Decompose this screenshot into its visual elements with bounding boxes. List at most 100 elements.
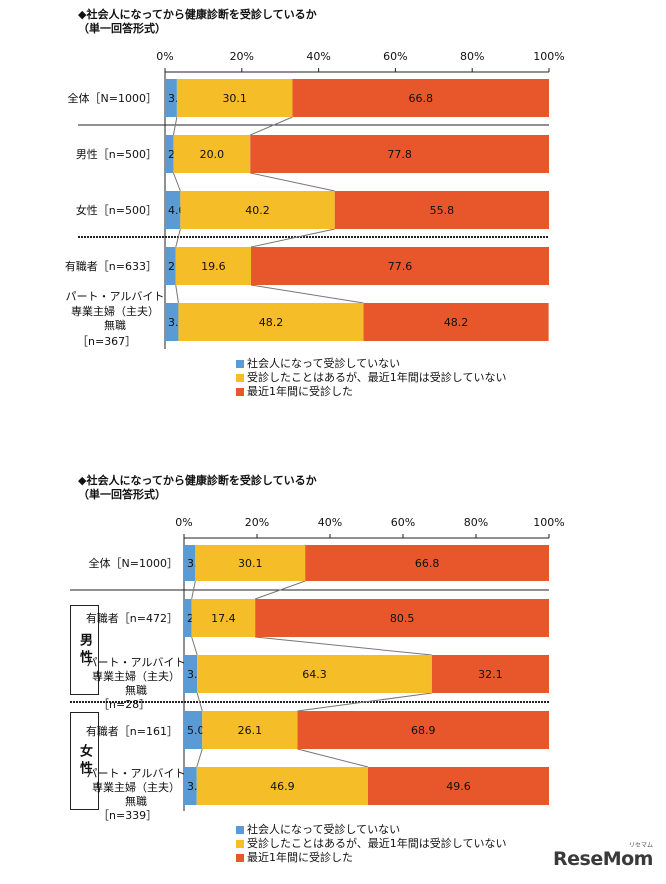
- category-label: 専業主婦（主夫）: [92, 669, 180, 683]
- connector-line: [172, 172, 181, 192]
- category-label: 有職者［n=472］: [86, 611, 178, 625]
- bar-segment: [165, 247, 176, 285]
- bar-segment: [184, 655, 198, 693]
- bar-segment: [197, 655, 432, 693]
- bar-segment: [195, 545, 306, 581]
- group-label-female: 女性: [70, 712, 99, 810]
- connector-line: [250, 228, 335, 248]
- bar-segment: [250, 135, 550, 173]
- x-tick-label: 40%: [318, 516, 342, 529]
- bar-segment: [251, 247, 550, 285]
- x-tick-label: 40%: [306, 50, 330, 63]
- legend-swatch: [236, 826, 244, 834]
- bar-segment: [165, 191, 181, 229]
- bar-segment: [176, 79, 293, 117]
- connector-line: [196, 748, 203, 768]
- legend-item-not-taken: 社会人になって受診していない: [236, 357, 506, 371]
- data-label: 68.9: [411, 724, 436, 737]
- bar-segment: [334, 191, 549, 229]
- legend-item-not-recent: 受診したことはあるが、最近1年間は受診していない: [236, 371, 506, 385]
- category-label: 有職者［n=633］: [65, 259, 157, 273]
- category-label: 全体［N=1000］: [89, 556, 178, 570]
- logo-text: ReseMom: [553, 848, 653, 870]
- connector-line: [175, 228, 181, 248]
- connector-line: [297, 692, 432, 712]
- chart2-legend: 社会人になって受診していない 受診したことはあるが、最近1年間は受診していない …: [236, 823, 506, 865]
- bar-segment: [431, 655, 549, 693]
- legend-label: 受診したことはあるが、最近1年間は受診していない: [247, 837, 507, 850]
- data-label: 5.0: [187, 724, 205, 737]
- bar-segment: [191, 599, 256, 637]
- group-label-male: 男性: [70, 605, 99, 695]
- connector-line: [196, 692, 203, 712]
- bar-segment: [184, 599, 192, 637]
- bar-segment: [202, 711, 298, 749]
- category-label: パート・アルバイト: [66, 290, 165, 303]
- chart2-title: ◆社会人になってから健康診断を受診しているか: [78, 474, 317, 487]
- data-label: 26.1: [238, 724, 263, 737]
- bar-segment: [184, 711, 203, 749]
- category-label: ［n=28］: [98, 698, 150, 711]
- category-label: 無職: [104, 318, 126, 332]
- bar-segment: [173, 135, 251, 173]
- x-tick-label: 60%: [383, 50, 407, 63]
- bar-segment: [184, 545, 196, 581]
- data-label: 20.0: [200, 148, 225, 161]
- category-label: 有職者［n=161］: [86, 724, 178, 738]
- data-label: 66.8: [408, 92, 433, 105]
- connector-line: [250, 172, 335, 192]
- data-label: 17.4: [211, 612, 236, 625]
- connector-line: [172, 116, 178, 136]
- bar-segment: [165, 303, 179, 341]
- legend-item-not-taken: 社会人になって受診していない: [236, 823, 506, 837]
- bar-segment: [367, 767, 549, 805]
- bar-segment: [196, 767, 368, 805]
- legend-swatch: [236, 388, 244, 396]
- chart1-subtitle: （単一回答形式）: [78, 22, 166, 35]
- data-label: 48.2: [259, 316, 284, 329]
- category-label: 全体［N=1000］: [68, 91, 157, 105]
- legend-swatch: [236, 854, 244, 862]
- bar-segment: [255, 599, 550, 637]
- data-label: 32.1: [478, 668, 503, 681]
- bar-segment: [165, 79, 177, 117]
- data-label: 77.6: [388, 260, 413, 273]
- x-tick-label: 80%: [464, 516, 488, 529]
- data-label: 30.1: [222, 92, 247, 105]
- data-label: 48.2: [444, 316, 469, 329]
- x-tick-label: 0%: [156, 50, 173, 63]
- legend-label: 最近1年間に受診した: [247, 385, 353, 398]
- connector-line: [255, 580, 306, 600]
- connector-line: [250, 284, 364, 304]
- data-label: 49.6: [446, 780, 471, 793]
- connector-line: [250, 116, 293, 136]
- bar-segment: [184, 767, 197, 805]
- data-label: 30.1: [238, 557, 263, 570]
- x-tick-label: 20%: [245, 516, 269, 529]
- category-label: パート・アルバイト: [87, 767, 186, 780]
- legend-item-not-recent: 受診したことはあるが、最近1年間は受診していない: [236, 837, 506, 851]
- bar-segment: [165, 135, 174, 173]
- category-label: 女性［n=500］: [76, 203, 157, 217]
- category-label: ［n=339］: [98, 809, 157, 822]
- chart1-title: ◆社会人になってから健康診断を受診しているか: [78, 8, 317, 21]
- x-tick-label: 100%: [533, 516, 564, 529]
- chart1-legend: 社会人になって受診していない 受診したことはあるが、最近1年間は受診していない …: [236, 357, 506, 399]
- legend-item-recent: 最近1年間に受診した: [236, 385, 506, 399]
- legend-item-recent: 最近1年間に受診した: [236, 851, 506, 865]
- legend-label: 社会人になって受診していない: [247, 357, 401, 370]
- resemom-logo: ReseMom リセマム: [553, 842, 653, 870]
- data-label: 40.2: [245, 204, 270, 217]
- data-label: 19.6: [201, 260, 226, 273]
- bar-segment: [292, 79, 549, 117]
- data-label: 55.8: [430, 204, 455, 217]
- legend-swatch: [236, 360, 244, 368]
- category-label: 専業主婦（主夫）: [92, 780, 180, 794]
- bar-segment: [305, 545, 549, 581]
- legend-label: 社会人になって受診していない: [247, 823, 401, 836]
- category-label: 男性［n=500］: [76, 147, 157, 161]
- legend-label: 最近1年間に受診した: [247, 851, 353, 864]
- connector-line: [297, 748, 369, 768]
- data-label: 77.8: [387, 148, 412, 161]
